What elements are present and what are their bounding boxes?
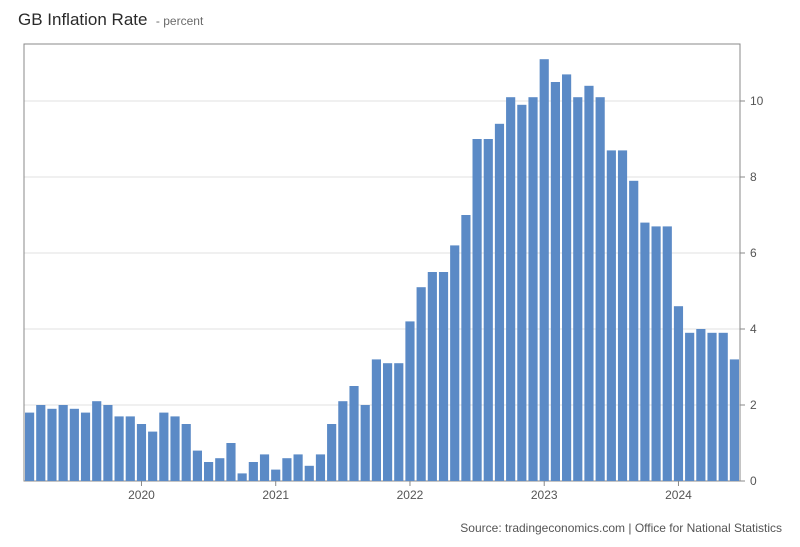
svg-text:2024: 2024 <box>665 488 692 502</box>
inflation-bar-chart: 0 2 4 6 8 10 2020 2021 2022 2023 2024 <box>18 40 782 507</box>
chart-area: 0 2 4 6 8 10 2020 2021 2022 2023 2024 <box>18 40 782 507</box>
svg-text:2021: 2021 <box>262 488 289 502</box>
svg-text:6: 6 <box>750 246 757 260</box>
source-attribution: Source: tradingeconomics.com | Office fo… <box>460 521 782 535</box>
svg-text:0: 0 <box>750 474 757 488</box>
svg-text:4: 4 <box>750 322 757 336</box>
svg-text:2: 2 <box>750 398 757 412</box>
chart-title: GB Inflation Rate - percent <box>18 10 203 30</box>
svg-text:2022: 2022 <box>397 488 424 502</box>
svg-text:2023: 2023 <box>531 488 558 502</box>
title-sub: - percent <box>156 14 203 28</box>
title-main: GB Inflation Rate <box>18 10 147 29</box>
svg-text:8: 8 <box>750 170 757 184</box>
svg-text:2020: 2020 <box>128 488 155 502</box>
svg-text:10: 10 <box>750 94 764 108</box>
